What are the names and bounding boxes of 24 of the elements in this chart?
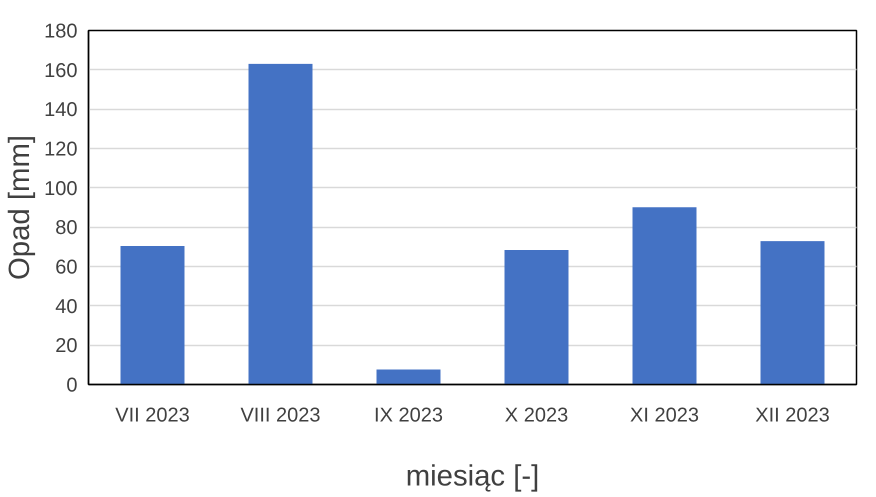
y-axis-title: Opad [mm]	[3, 134, 36, 280]
bar	[248, 64, 312, 384]
y-tick-label: 120	[44, 138, 78, 160]
y-tick-label: 180	[44, 20, 78, 42]
x-tick-label: VII 2023	[115, 404, 190, 426]
x-axis-title: miesiąc [-]	[406, 460, 540, 492]
x-tick-label: VIII 2023	[240, 404, 321, 426]
bar	[504, 250, 568, 384]
y-tick-label: 60	[55, 256, 78, 278]
y-tick-label: 140	[44, 99, 78, 122]
x-tick-label: XI 2023	[630, 404, 699, 426]
bar	[120, 246, 184, 384]
bar	[632, 207, 696, 384]
y-tick-label: 100	[44, 178, 78, 200]
x-tick-label: X 2023	[504, 404, 568, 426]
x-tick-label: IX 2023	[374, 404, 443, 426]
y-tick-label: 160	[44, 60, 78, 82]
bar	[376, 370, 440, 384]
y-tick-label: 20	[55, 335, 78, 358]
y-tick-label: 0	[66, 374, 78, 396]
x-tick-label: XII 2023	[755, 404, 830, 426]
y-tick-label: 40	[55, 296, 78, 318]
y-tick-label: 80	[55, 217, 78, 240]
bar	[760, 241, 824, 384]
